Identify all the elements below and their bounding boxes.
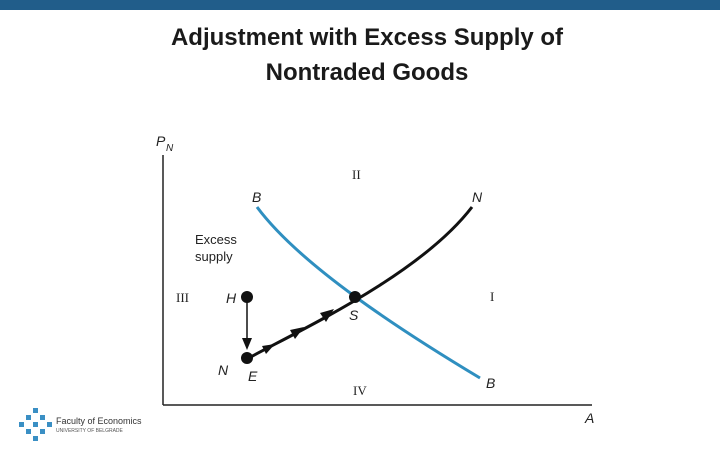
- title-line: Nontraded Goods: [266, 59, 469, 86]
- region-label: I: [490, 289, 494, 304]
- curve-label: N: [472, 189, 483, 205]
- title-line: Adjustment with Excess Supply of: [171, 24, 564, 51]
- curve-label: B: [252, 189, 261, 205]
- region-label: II: [352, 167, 361, 182]
- y-axis-subscript: N: [166, 143, 174, 154]
- annotation: supply: [195, 249, 233, 264]
- point-label: E: [248, 368, 258, 384]
- logo-name: Faculty of Economics: [56, 416, 142, 426]
- curve-label: N: [218, 362, 229, 378]
- annotation: Excess: [195, 232, 237, 247]
- nn-curve: [244, 206, 474, 362]
- region-label: III: [176, 290, 189, 305]
- point: [349, 291, 361, 303]
- arrowhead: [262, 344, 275, 354]
- logo-mark: [19, 408, 52, 441]
- arrowhead: [242, 338, 252, 350]
- y-axis-label: P: [156, 133, 166, 149]
- region-label: IV: [353, 383, 367, 398]
- curve-label: B: [486, 375, 495, 391]
- point-label: H: [226, 290, 237, 306]
- x-axis-label: A: [584, 410, 594, 426]
- logo-subtitle: UNIVERSITY OF BELGRADE: [56, 428, 124, 434]
- point-label: S: [349, 307, 359, 323]
- arrowhead: [320, 309, 334, 322]
- arrowhead: [290, 327, 304, 339]
- top-bar: [0, 0, 720, 10]
- point: [241, 352, 253, 364]
- point: [241, 291, 253, 303]
